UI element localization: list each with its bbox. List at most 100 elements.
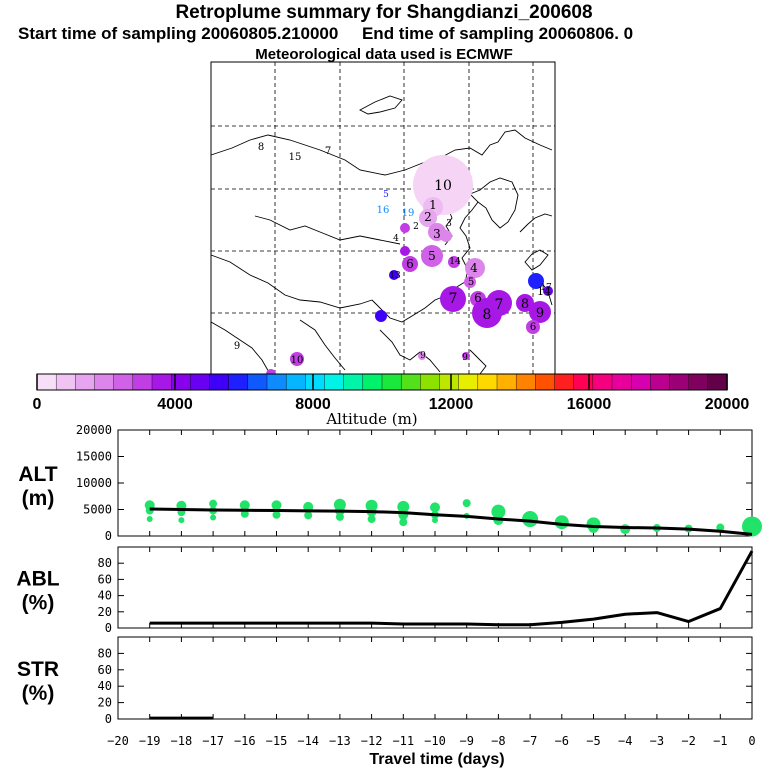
plume-day-label: 14 bbox=[449, 257, 461, 267]
colorbar-cell bbox=[324, 373, 345, 391]
plume-marker bbox=[526, 320, 540, 334]
str-panel-frame bbox=[117, 636, 753, 720]
xtick-label: −16 bbox=[234, 734, 256, 748]
alt-ytick-label: 10000 bbox=[76, 476, 112, 490]
str-panel: 0 20 40 60 80 STR(%) bbox=[17, 636, 753, 726]
plume-day-label: 8 bbox=[483, 307, 492, 323]
xtick-label: −10 bbox=[424, 734, 446, 748]
alt-scatter-point bbox=[399, 518, 408, 527]
plume-day-label: 4 bbox=[470, 261, 478, 275]
plume-day-label: 16 bbox=[377, 205, 390, 216]
xtick-label: −2 bbox=[681, 734, 695, 748]
alt-scatter-point bbox=[554, 515, 569, 530]
alt-scatter-point bbox=[620, 524, 631, 535]
map-graticule bbox=[211, 62, 555, 374]
plume-markers bbox=[266, 155, 553, 379]
end-time-label: End time of sampling 20060806. 0 bbox=[361, 24, 634, 43]
colorbar-cell bbox=[362, 373, 383, 391]
plume-marker bbox=[448, 256, 460, 268]
start-time-label: Start time of sampling 20060805.210000 bbox=[18, 24, 339, 43]
colorbar-cell bbox=[209, 373, 230, 391]
alt-scatter-point bbox=[432, 517, 438, 524]
alt-ytick-label: 5000 bbox=[83, 503, 112, 517]
plume-marker bbox=[419, 209, 437, 227]
plume-marker bbox=[402, 256, 418, 272]
colorbar-cell bbox=[343, 373, 364, 391]
colorbar-cell bbox=[573, 373, 594, 391]
plume-day-label: 1 bbox=[429, 198, 437, 212]
xtick-label: −13 bbox=[329, 734, 351, 748]
colorbar-ticks: 0 4000 8000 12000 16000 20000 bbox=[33, 374, 750, 413]
alt-axis-label: (m) bbox=[22, 487, 55, 510]
plume-day-label: 4 bbox=[393, 234, 399, 244]
colorbar-tick-label: 12000 bbox=[429, 396, 474, 413]
colorbar-tick-label: 0 bbox=[33, 396, 42, 413]
plume-marker bbox=[440, 286, 466, 312]
plume-day-label: 5 bbox=[428, 249, 436, 263]
colorbar-cell bbox=[515, 373, 537, 391]
colorbar-tick-label: 20000 bbox=[705, 396, 750, 413]
plume-marker bbox=[440, 230, 452, 242]
colorbar-cell bbox=[535, 373, 556, 391]
time-series-panels: 05000100001500020000ALT(m)020406080ABL(%… bbox=[16, 423, 762, 768]
str-ytick-label: 0 bbox=[105, 712, 112, 726]
plume-day-label: 6 bbox=[530, 322, 536, 333]
abl-axis-label: ABL bbox=[16, 568, 59, 591]
alt-series-line bbox=[149, 507, 753, 536]
x-axis-title: Travel time (days) bbox=[369, 751, 504, 768]
alt-scatter-point bbox=[178, 517, 185, 524]
alt-scatter-point bbox=[397, 500, 410, 513]
colorbar-cell bbox=[228, 373, 249, 391]
colorbar-cell bbox=[55, 373, 77, 391]
plume-marker bbox=[464, 276, 476, 288]
abl-panel: 0 20 40 60 80 ABL(%) bbox=[16, 546, 754, 635]
alt-scatter-point bbox=[239, 500, 250, 511]
plume-day-label: 7 bbox=[449, 291, 458, 307]
alt-scatter-point bbox=[522, 511, 539, 528]
plume-day-label: 7 bbox=[325, 146, 331, 157]
plume-day-label: 3 bbox=[433, 227, 441, 241]
xtick-label: −3 bbox=[650, 734, 664, 748]
colorbar-cell bbox=[669, 373, 690, 391]
colorbar-cell bbox=[381, 373, 402, 391]
alt-scatter-point bbox=[716, 523, 725, 532]
plume-day-label: 8 bbox=[521, 297, 529, 312]
xtick-label: −15 bbox=[266, 734, 288, 748]
colorbar-tick-label: 16000 bbox=[567, 396, 612, 413]
colorbar-cell bbox=[132, 373, 153, 391]
str-ytick-label: 40 bbox=[98, 679, 112, 693]
abl-panel-frame bbox=[117, 546, 753, 629]
colorbar-cell bbox=[75, 373, 96, 391]
chart-title: Retroplume summary for Shangdianzi_20060… bbox=[175, 2, 593, 23]
plume-day-label: 10 bbox=[434, 178, 452, 194]
sampling-times: Start time of sampling 20060805.210000 E… bbox=[18, 24, 758, 44]
xtick-label: −11 bbox=[392, 734, 414, 748]
plume-day-label: 8 bbox=[258, 142, 264, 153]
plume-marker bbox=[465, 258, 485, 278]
plume-day-label: 2 bbox=[413, 222, 419, 232]
colorbar-cell bbox=[439, 373, 460, 391]
colorbar-cell bbox=[247, 373, 268, 391]
colorbar-cell bbox=[592, 373, 613, 391]
alt-ytick-label: 15000 bbox=[76, 450, 112, 464]
colorbar-cell bbox=[190, 373, 211, 391]
str-ytick-label: 60 bbox=[98, 663, 112, 677]
colorbar-cell bbox=[113, 373, 134, 391]
xtick-label: −6 bbox=[555, 734, 569, 748]
xtick-label: −19 bbox=[139, 734, 161, 748]
colorbar-cell bbox=[170, 373, 192, 391]
plume-marker bbox=[389, 270, 399, 280]
plume-marker bbox=[486, 290, 512, 316]
colorbar-cell bbox=[400, 373, 422, 391]
plume-marker bbox=[400, 246, 410, 256]
colorbar-tick-label: 8000 bbox=[295, 396, 331, 413]
plume-marker bbox=[421, 245, 443, 267]
alt-ytick-label: 20000 bbox=[76, 423, 112, 437]
plume-day-label: 10 bbox=[291, 355, 304, 366]
colorbar-cell bbox=[266, 373, 287, 391]
colorbar-title: Altitude (m) bbox=[325, 410, 417, 428]
xtick-label: −17 bbox=[202, 734, 224, 748]
alt-scatter-point bbox=[271, 500, 282, 511]
